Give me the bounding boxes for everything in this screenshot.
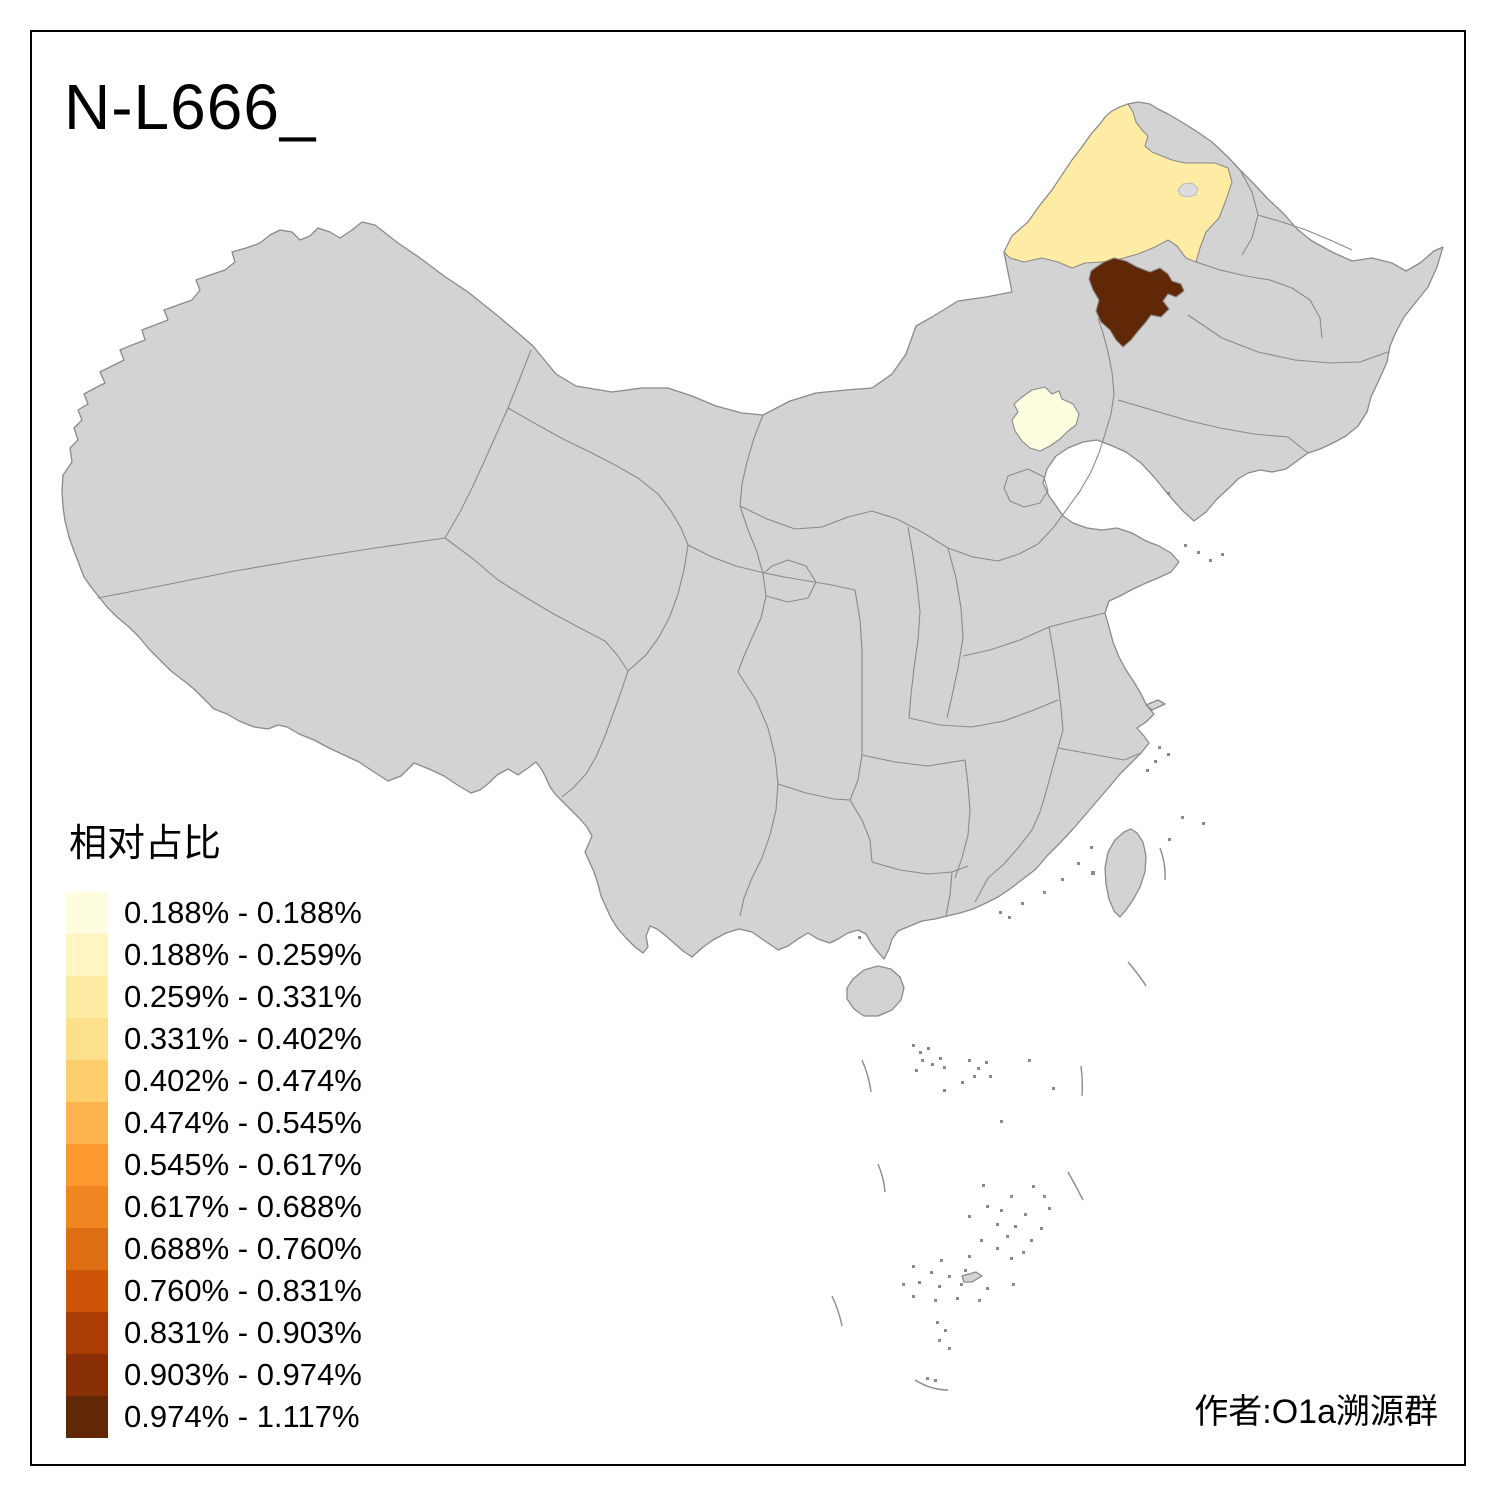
legend-item: 0.760% - 0.831%: [66, 1270, 362, 1312]
legend-swatch: [66, 1102, 108, 1144]
legend-item: 0.974% - 1.117%: [66, 1396, 362, 1438]
legend-swatch: [66, 1186, 108, 1228]
legend-label: 0.188% - 0.259%: [124, 937, 362, 972]
legend-label: 0.259% - 0.331%: [124, 979, 362, 1014]
yangtze-mouth-island: [1145, 699, 1166, 711]
legend-swatch: [66, 1060, 108, 1102]
legend-rows: 0.188% - 0.188% 0.188% - 0.259% 0.259% -…: [66, 892, 362, 1438]
legend-item: 0.545% - 0.617%: [66, 1144, 362, 1186]
legend-swatch: [66, 976, 108, 1018]
legend-label: 0.474% - 0.545%: [124, 1105, 362, 1140]
legend-label: 0.903% - 0.974%: [124, 1357, 362, 1392]
mainland-china: [61, 101, 1444, 960]
page-title: N-L666_: [64, 71, 317, 143]
legend-label: 0.402% - 0.474%: [124, 1063, 362, 1098]
legend-title: 相对占比: [69, 823, 222, 865]
legend-item: 0.402% - 0.474%: [66, 1060, 362, 1102]
legend-swatch: [66, 1018, 108, 1060]
hainan-island: [846, 965, 905, 1017]
highlighted-region-large-northeast: [1003, 103, 1233, 269]
legend-item: 0.188% - 0.188%: [66, 892, 362, 934]
highlighted-region-small-north: [1011, 386, 1080, 452]
taiwan-island: [1104, 828, 1147, 918]
legend-label: 0.188% - 0.188%: [124, 895, 362, 930]
legend-swatch: [66, 1270, 108, 1312]
nine-dash-line: [831, 847, 1166, 1391]
legend-item: 0.259% - 0.331%: [66, 976, 362, 1018]
legend-swatch: [66, 934, 108, 976]
gray-enclave: [1177, 182, 1199, 198]
legend-item: 0.617% - 0.688%: [66, 1186, 362, 1228]
legend-item: 0.831% - 0.903%: [66, 1312, 362, 1354]
legend-label: 0.545% - 0.617%: [124, 1147, 362, 1182]
legend-label: 0.831% - 0.903%: [124, 1315, 362, 1350]
legend: 相对占比 0.188% - 0.188% 0.188% - 0.259% 0.2…: [66, 812, 362, 1438]
legend-swatch: [66, 1228, 108, 1270]
south-sea-islet: [961, 1271, 983, 1283]
legend-swatch: [66, 1312, 108, 1354]
legend-label: 0.331% - 0.402%: [124, 1021, 362, 1056]
legend-item: 0.188% - 0.259%: [66, 934, 362, 976]
legend-swatch: [66, 1144, 108, 1186]
legend-label: 0.688% - 0.760%: [124, 1231, 362, 1266]
province-borders: [97, 169, 1389, 917]
legend-label: 0.760% - 0.831%: [124, 1273, 362, 1308]
attribution: 作者:O1a溯源群: [1194, 1393, 1438, 1431]
legend-label: 0.617% - 0.688%: [124, 1189, 362, 1224]
legend-item: 0.903% - 0.974%: [66, 1354, 362, 1396]
highlighted-region-dark-northeast: [1088, 257, 1185, 348]
legend-swatch: [66, 1354, 108, 1396]
legend-swatch: [66, 1396, 108, 1438]
legend-swatch: [66, 892, 108, 934]
legend-label: 0.974% - 1.117%: [124, 1399, 360, 1434]
legend-item: 0.331% - 0.402%: [66, 1018, 362, 1060]
legend-item: 0.688% - 0.760%: [66, 1228, 362, 1270]
legend-item: 0.474% - 0.545%: [66, 1102, 362, 1144]
